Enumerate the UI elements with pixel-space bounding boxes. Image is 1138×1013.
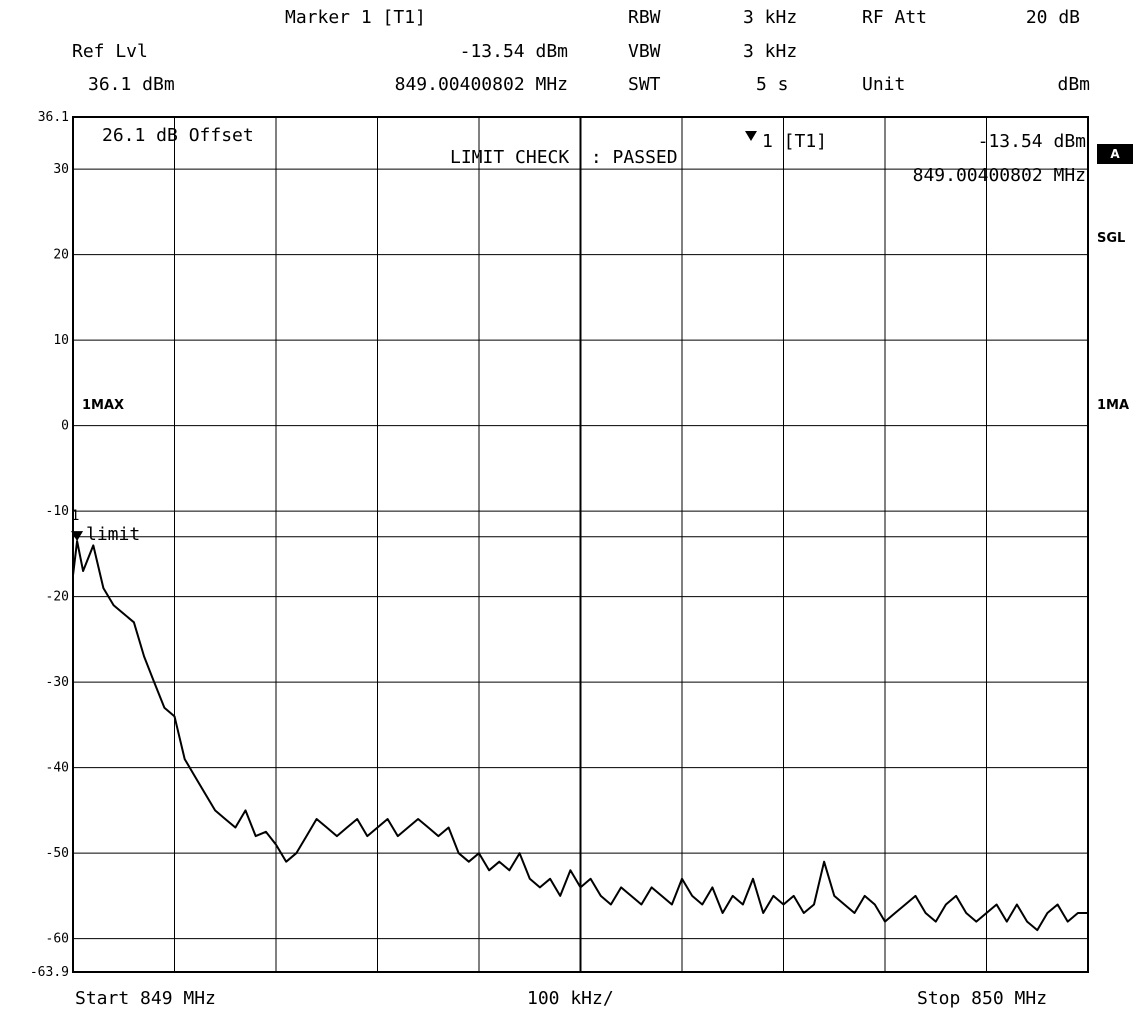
trace-badge: A	[1097, 144, 1133, 164]
sgl-label: SGL	[1097, 231, 1126, 246]
rf-att-value: 20 dB	[1025, 7, 1080, 28]
offset-text: 26.1 dB Offset	[102, 125, 254, 146]
trace-side-label: 1MA	[1097, 398, 1130, 413]
y-tick-label: 0	[61, 419, 69, 434]
swt-value: 5 s	[756, 74, 789, 95]
span-per-division: 100 kHz/	[527, 988, 614, 1009]
unit-label: Unit	[862, 74, 906, 95]
marker-number: 1	[71, 508, 79, 524]
y-tick-labels: 36.1 30 20 10 0 -10 -20 -30 -40 -50 -60 -63.9	[30, 110, 69, 980]
ref-lvl-value: 36.1 dBm	[88, 74, 175, 95]
y-tick-label: 10	[53, 333, 69, 348]
y-tick-label: 20	[53, 248, 69, 263]
stop-frequency: Stop 850 MHz	[917, 988, 1048, 1009]
y-tick-label: 30	[53, 162, 69, 177]
plot-grid	[72, 116, 1089, 973]
marker-tag: 1 [T1]	[762, 131, 828, 152]
y-tick-label: -10	[46, 504, 69, 519]
marker-frequency: 849.00400802 MHz	[394, 74, 568, 95]
marker-legend-triangle	[745, 131, 757, 141]
limit-line-label: limit	[86, 524, 141, 545]
vbw-value: 3 kHz	[743, 41, 798, 62]
ref-lvl-label: Ref Lvl	[72, 41, 148, 62]
y-tick-label: -30	[46, 675, 69, 690]
swt-label: SWT	[628, 74, 661, 95]
y-tick-label: -20	[46, 590, 69, 605]
y-tick-label: 36.1	[38, 110, 69, 125]
y-tick-label: -60	[46, 932, 69, 947]
y-tick-label: -50	[46, 846, 69, 861]
marker-label: Marker 1 [T1]	[285, 7, 426, 28]
plot-marker-frequency: 849.00400802 MHz	[912, 165, 1086, 186]
start-frequency: Start 849 MHz	[75, 988, 216, 1009]
rbw-value: 3 kHz	[743, 7, 798, 28]
rf-att-label: RF Att	[862, 7, 928, 28]
y-tick-label: -40	[46, 761, 69, 776]
vbw-label: VBW	[628, 41, 661, 62]
limit-check-text: LIMIT CHECK : PASSED	[450, 147, 678, 168]
marker-triangle	[71, 531, 84, 542]
unit-value: dBm	[1057, 74, 1090, 95]
trace-label: 1MAX	[82, 398, 125, 413]
rbw-label: RBW	[628, 7, 661, 28]
y-tick-label: -63.9	[30, 965, 69, 980]
trace-line	[72, 540, 1088, 932]
plot-marker-level: -13.54 dBm	[977, 131, 1086, 152]
marker-level: -13.54 dBm	[459, 41, 568, 62]
